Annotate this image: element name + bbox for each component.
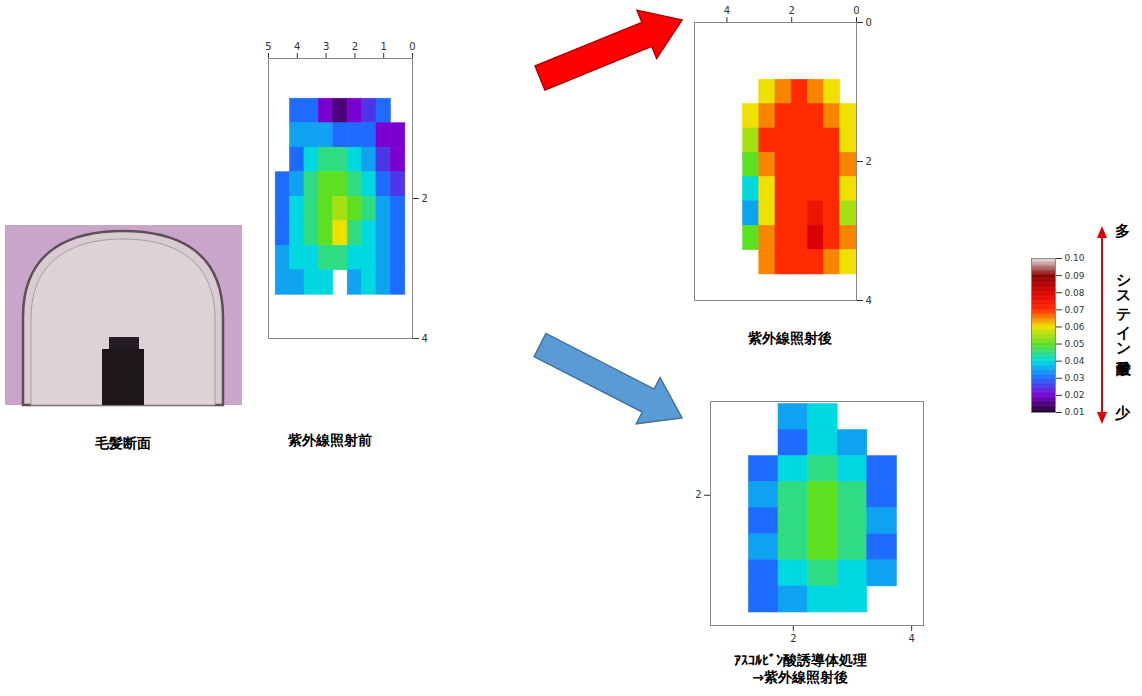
svg-text:0: 0: [866, 17, 872, 28]
svg-text:4: 4: [422, 333, 428, 344]
html-text:システイン酸量: システイン酸量: [1115, 264, 1133, 349]
svg-text:0: 0: [409, 41, 415, 52]
svg-text:1: 1: [381, 41, 387, 52]
html-text:少: 少: [1115, 404, 1130, 422]
html-text:ｱｽｺﾙﾋﾞﾝ酸誘導体処理 →紫外線照射後: ｱｽｺﾙﾋﾞﾝ酸誘導体処理 →紫外線照射後: [733, 652, 867, 685]
svg-text:0.05: 0.05: [1065, 339, 1085, 349]
svg-text:4: 4: [908, 633, 914, 644]
html-text:毛髪断面: 毛髪断面: [95, 435, 151, 451]
html-text:紫外線照射後: 紫外線照射後: [748, 330, 832, 346]
svg-text:0.08: 0.08: [1065, 288, 1085, 298]
svg-text:0: 0: [853, 5, 859, 16]
svg-text:4: 4: [724, 5, 730, 16]
svg-text:0.03: 0.03: [1065, 373, 1085, 383]
svg-text:0.07: 0.07: [1065, 305, 1085, 315]
svg-text:0.02: 0.02: [1065, 390, 1085, 400]
svg-text:2: 2: [790, 633, 796, 644]
svg-text:2: 2: [789, 5, 795, 16]
svg-text:0.04: 0.04: [1065, 356, 1085, 366]
svg-text:2: 2: [352, 41, 358, 52]
svg-text:0.01: 0.01: [1065, 407, 1085, 417]
svg-text:2: 2: [695, 489, 701, 500]
html-text:紫外線照射前: 紫外線照射前: [288, 432, 372, 448]
svg-text:4: 4: [294, 41, 300, 52]
svg-text:2: 2: [422, 193, 428, 204]
svg-text:3: 3: [323, 41, 329, 52]
svg-text:0.10: 0.10: [1065, 253, 1085, 263]
svg-text:4: 4: [866, 295, 872, 306]
html-text:多: 多: [1115, 222, 1130, 240]
svg-text:0.06: 0.06: [1065, 322, 1085, 332]
svg-text:0.09: 0.09: [1065, 270, 1085, 280]
svg-text:5: 5: [265, 41, 271, 52]
svg-text:2: 2: [866, 156, 872, 167]
